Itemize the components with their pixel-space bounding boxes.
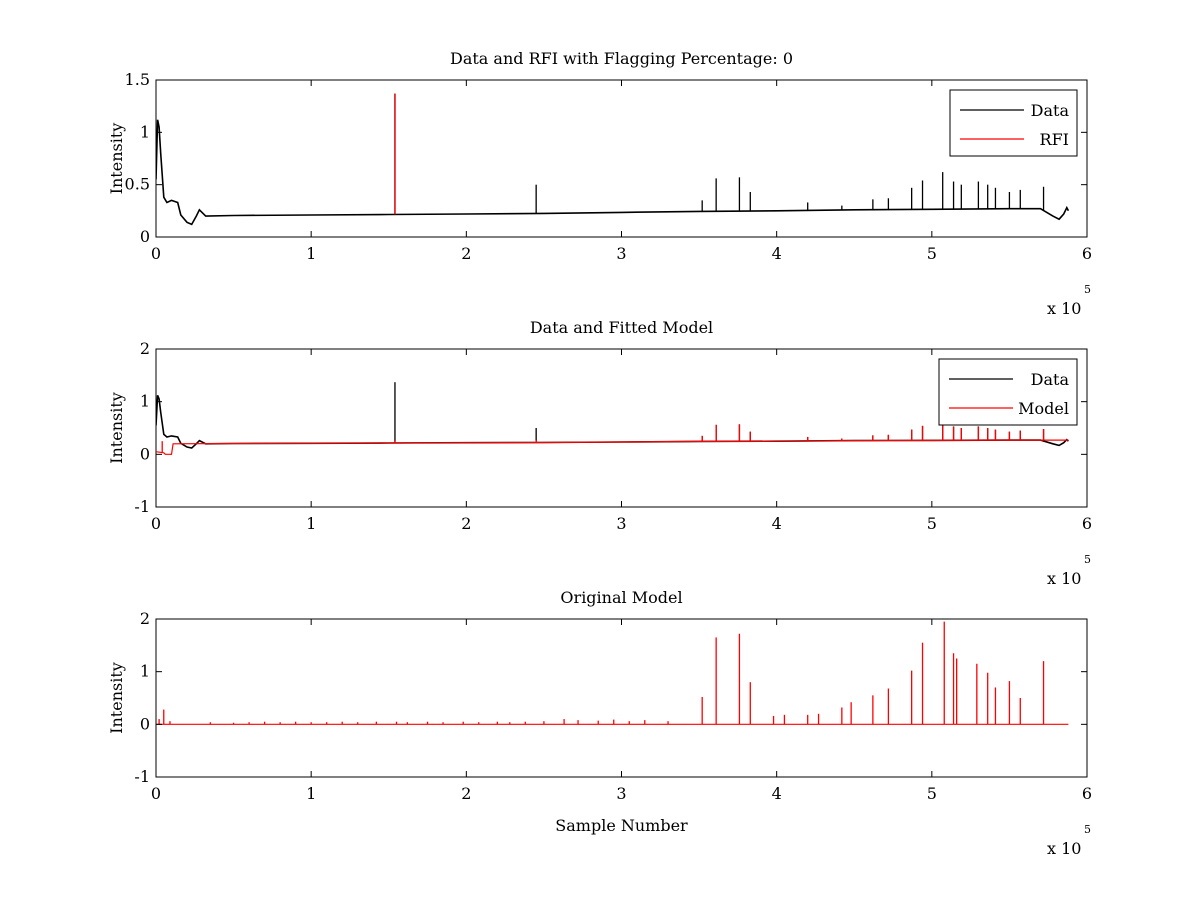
y-tick-label: 1 xyxy=(140,662,150,681)
subplot-1: 0 1 2 3 4 5 6 0 0.5 1 1.5 Data and RFI with Flaggin… xyxy=(107,49,1092,318)
x-tick-label: 1 xyxy=(306,244,316,263)
plot-area xyxy=(155,618,1088,778)
x-tick-label: 3 xyxy=(616,244,626,263)
y-tick-label: -1 xyxy=(134,767,150,786)
legend: Data Model xyxy=(938,358,1078,426)
legend: Data RFI xyxy=(949,89,1078,157)
series-group xyxy=(156,621,1069,725)
x-axis-label: Sample Number xyxy=(555,816,688,835)
y-axis-label: Intensity xyxy=(107,662,126,734)
y-tick-label: 2 xyxy=(140,339,150,358)
y-tick-label: 0 xyxy=(140,444,150,463)
x-tick-label: 4 xyxy=(772,784,782,803)
legend-label-rfi: RFI xyxy=(1040,130,1069,149)
y-tick-label: 0 xyxy=(140,714,150,733)
data-baseline-line xyxy=(156,119,1070,226)
x-tick-label: 4 xyxy=(772,244,782,263)
legend-label-data: Data xyxy=(1031,370,1070,389)
x-tick-label: 5 xyxy=(927,784,937,803)
x-exponent-power: 5 xyxy=(1084,553,1091,566)
x-exponent-base: x 10 xyxy=(1047,839,1081,858)
y-tick-label: 1 xyxy=(140,122,150,141)
plot-area xyxy=(155,79,1088,238)
y-axis-label: Intensity xyxy=(107,392,126,464)
x-tick-label: 3 xyxy=(616,514,626,533)
y-tick-label: 1.5 xyxy=(125,70,150,89)
y-tick-label: 0 xyxy=(140,227,150,246)
x-tick-label: 6 xyxy=(1082,784,1092,803)
series-group xyxy=(156,382,1069,455)
x-exponent-base: x 10 xyxy=(1047,569,1081,588)
chart-title: Data and Fitted Model xyxy=(530,318,713,337)
x-tick-label: 1 xyxy=(306,514,316,533)
x-tick-label: 6 xyxy=(1082,514,1092,533)
chart-title: Data and RFI with Flagging Percentage: 0 xyxy=(450,49,793,68)
x-tick-label: 2 xyxy=(461,244,471,263)
x-tick-label: 0 xyxy=(151,784,161,803)
y-tick-label: -1 xyxy=(134,497,150,516)
x-exponent-power: 5 xyxy=(1084,823,1091,836)
y-tick-label: 0.5 xyxy=(125,175,150,194)
series-group xyxy=(156,93,1070,226)
chart-title: Original Model xyxy=(560,588,682,607)
x-tick-label: 6 xyxy=(1082,244,1092,263)
legend-label-model: Model xyxy=(1018,399,1069,418)
x-tick-label: 1 xyxy=(306,784,316,803)
x-tick-label: 5 xyxy=(927,244,937,263)
x-tick-label: 0 xyxy=(151,514,161,533)
x-exponent-base: x 10 xyxy=(1047,299,1081,318)
subplots: 0 1 2 3 4 5 6 0 0.5 1 1.5 Data and RFI with Flaggin… xyxy=(107,49,1092,858)
x-exponent-power: 5 xyxy=(1084,283,1091,296)
model-baseline-line xyxy=(156,439,1069,455)
legend-label-data: Data xyxy=(1031,101,1070,120)
x-tick-label: 2 xyxy=(461,514,471,533)
legend-box xyxy=(949,89,1078,157)
plot-area xyxy=(155,348,1088,508)
legend-box xyxy=(938,358,1078,426)
y-tick-label: 1 xyxy=(140,392,150,411)
x-tick-label: 5 xyxy=(927,514,937,533)
x-tick-label: 4 xyxy=(772,514,782,533)
y-axis-label: Intensity xyxy=(107,123,126,195)
x-tick-label: 0 xyxy=(151,244,161,263)
y-tick-label: 2 xyxy=(140,609,150,628)
x-tick-label: 3 xyxy=(616,784,626,803)
x-tick-label: 2 xyxy=(461,784,471,803)
